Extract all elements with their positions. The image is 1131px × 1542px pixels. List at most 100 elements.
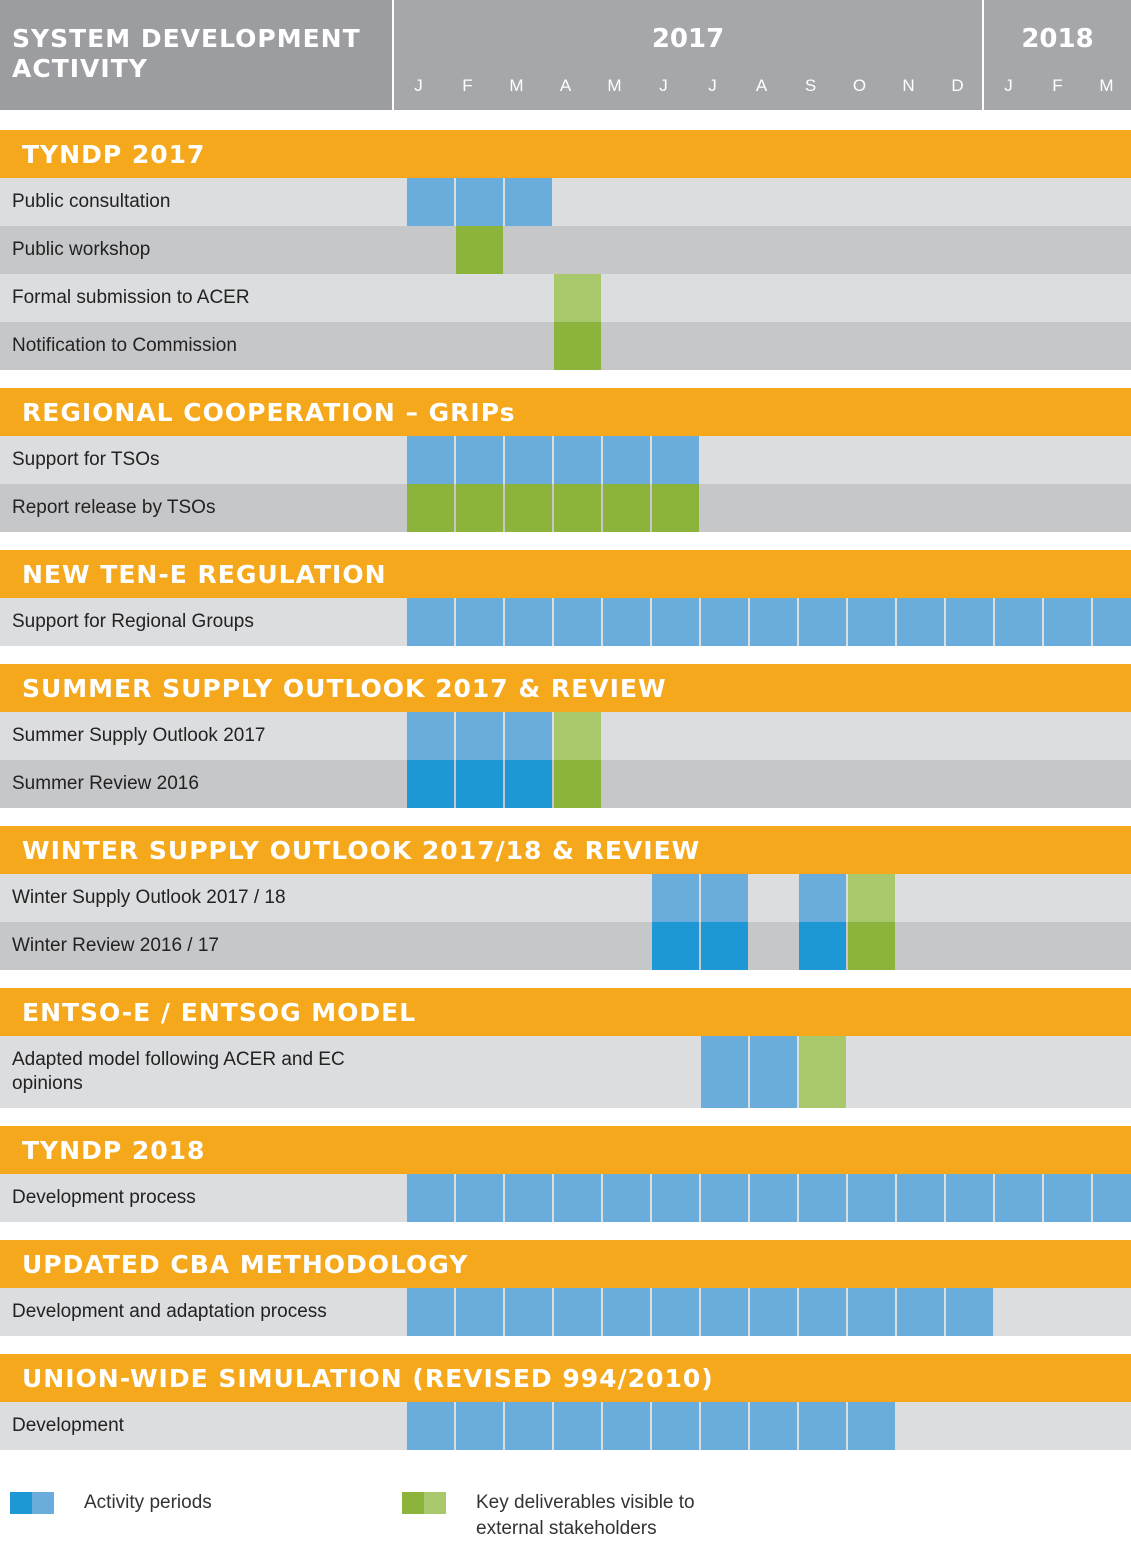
month-cell: [505, 436, 552, 484]
month-cell: [407, 598, 454, 646]
month-label: M: [1099, 76, 1114, 95]
month-cell: [1044, 598, 1091, 646]
activity-row: Support for Regional Groups: [0, 598, 1131, 646]
month-cell: [603, 322, 650, 370]
month-cell: [1044, 712, 1091, 760]
month-cell: [946, 1288, 993, 1336]
month-cell: [848, 484, 895, 532]
month-cell: [848, 1288, 895, 1336]
month-cell: [456, 436, 503, 484]
month-cell: [407, 178, 454, 226]
activity-row: Summer Review 2016: [0, 760, 1131, 808]
month-cell: [897, 274, 944, 322]
month-cell: [701, 322, 748, 370]
month-cell: [995, 712, 1042, 760]
month-cell: [946, 178, 993, 226]
month-cell: [995, 1174, 1042, 1222]
month-cell: [407, 1174, 454, 1222]
month-cell: [799, 484, 846, 532]
month-cell: [799, 760, 846, 808]
month-cell: [995, 484, 1042, 532]
month-cell: [1044, 874, 1091, 922]
legend-swatch: [402, 1492, 424, 1514]
month-cell: [995, 274, 1042, 322]
activity-label: Report release by TSOs: [12, 497, 216, 518]
month-cell: [946, 1036, 993, 1108]
month-cell: [1044, 1036, 1091, 1108]
month-cell: [603, 1174, 650, 1222]
month-cell: [652, 484, 699, 532]
month-cell: [505, 922, 552, 970]
month-cell: [701, 1288, 748, 1336]
month-cell: [456, 274, 503, 322]
month-cell: [848, 1174, 895, 1222]
month-cell: [652, 874, 699, 922]
month-cell: [554, 226, 601, 274]
activity-row: Public workshop: [0, 226, 1131, 274]
month-cell: [750, 760, 797, 808]
month-cell: [799, 322, 846, 370]
month-cell: [1093, 760, 1131, 808]
month-cell: [1093, 1288, 1131, 1336]
month-cell: [652, 1174, 699, 1222]
month-cell: [554, 178, 601, 226]
month-cell: [799, 226, 846, 274]
month-label: M: [509, 76, 524, 95]
month-cell: [505, 178, 552, 226]
section: SUMMER SUPPLY OUTLOOK 2017 & REVIEW Summe…: [0, 664, 1131, 808]
month-cell: [456, 178, 503, 226]
activity-label: Notification to Commission: [12, 335, 237, 356]
month-cell: [554, 922, 601, 970]
legend-label: Activity periods: [84, 1492, 212, 1513]
month-cell: [1044, 178, 1091, 226]
activity-row: Formal submission to ACER: [0, 274, 1131, 322]
month-cell: [1093, 922, 1131, 970]
month-cell: [897, 1402, 944, 1450]
month-cell: [554, 598, 601, 646]
month-cell: [1044, 1402, 1091, 1450]
month-cell: [701, 1402, 748, 1450]
month-cell: [554, 1402, 601, 1450]
activity-row: Report release by TSOs: [0, 484, 1131, 532]
month-cell: [897, 1174, 944, 1222]
month-cell: [652, 1402, 699, 1450]
activity-label: Support for Regional Groups: [12, 611, 254, 632]
month-cell: [701, 1036, 748, 1108]
legend-item: Activity periods: [10, 1490, 344, 1516]
section: WINTER SUPPLY OUTLOOK 2017/18 & REVIEW Wi…: [0, 826, 1131, 970]
month-cell: [897, 178, 944, 226]
month-cell: [995, 226, 1042, 274]
month-cell: [505, 760, 552, 808]
month-cell: [897, 760, 944, 808]
month-cell: [995, 436, 1042, 484]
month-cell: [995, 598, 1042, 646]
month-cell: [1044, 922, 1091, 970]
month-cell: [701, 178, 748, 226]
month-label: J: [1004, 76, 1013, 95]
month-cell: [750, 712, 797, 760]
month-cell: [946, 322, 993, 370]
month-cell: [1093, 874, 1131, 922]
month-cell: [848, 922, 895, 970]
month-cell: [946, 1174, 993, 1222]
month-cell: [505, 598, 552, 646]
section-title: NEW TEN-E REGULATION: [0, 550, 1131, 598]
month-cell: [505, 1036, 552, 1108]
month-label: O: [852, 76, 867, 95]
month-cell: [505, 274, 552, 322]
month-cell: [505, 484, 552, 532]
month-cell: [848, 436, 895, 484]
month-cell: [897, 484, 944, 532]
month-cell: [848, 598, 895, 646]
month-cell: [701, 436, 748, 484]
month-cell: [554, 322, 601, 370]
month-cell: [897, 1288, 944, 1336]
month-cell: [554, 760, 601, 808]
month-cell: [750, 874, 797, 922]
month-cell: [799, 598, 846, 646]
month-cell: [946, 874, 993, 922]
month-cell: [652, 760, 699, 808]
month-label: A: [755, 76, 768, 95]
month-cell: [505, 712, 552, 760]
month-cell: [1044, 1174, 1091, 1222]
